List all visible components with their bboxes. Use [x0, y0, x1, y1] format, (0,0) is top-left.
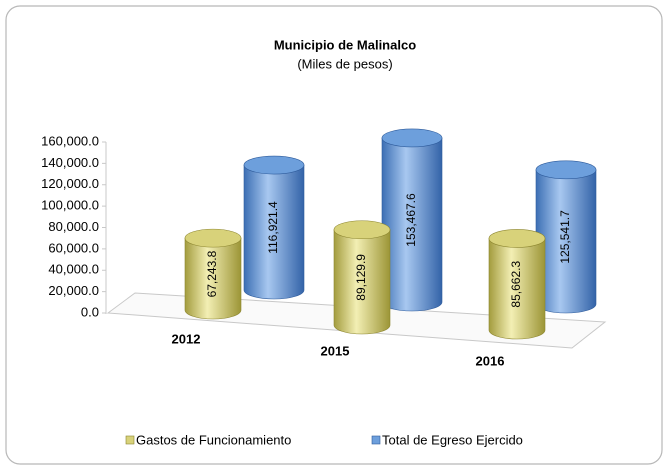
y-tick-label: 120,000.0 — [41, 176, 99, 191]
cylinder-top — [243, 155, 305, 175]
cylinder — [381, 128, 443, 312]
legend-swatch — [125, 435, 135, 445]
cylinder-top — [184, 228, 242, 248]
cylinder-body — [488, 238, 546, 340]
value-label: 153,467.6 — [404, 193, 418, 247]
legend-label: Gastos de Funcionamiento — [136, 432, 291, 447]
y-tick-label: 40,000.0 — [48, 262, 99, 277]
cylinder — [535, 160, 597, 314]
legend-label: Total de Egreso Ejercido — [382, 432, 523, 447]
y-tick-label: 140,000.0 — [41, 155, 99, 170]
y-tick-label: 160,000.0 — [41, 133, 99, 148]
y-tick-label: 100,000.0 — [41, 198, 99, 213]
cylinder-top — [333, 220, 391, 240]
cylinder — [488, 229, 546, 340]
cylinder — [184, 228, 242, 320]
value-label: 85,662.3 — [509, 261, 523, 308]
value-label: 116,921.4 — [266, 201, 280, 254]
cylinder-top — [488, 229, 546, 248]
x-tick-label: 2016 — [476, 353, 505, 368]
cylinder-body — [333, 229, 391, 335]
value-label: 67,243.8 — [205, 250, 219, 297]
chart-title: Municipio de Malinalco — [274, 37, 416, 52]
y-tick-label: 0.0 — [81, 304, 99, 319]
cylinder-top — [535, 160, 597, 180]
cylinder-body — [184, 237, 242, 320]
y-tick-label: 20,000.0 — [48, 283, 99, 298]
legend-swatch — [371, 435, 381, 445]
x-tick-label: 2012 — [172, 331, 201, 346]
cylinder-top — [381, 128, 443, 148]
y-tick-label: 80,000.0 — [48, 219, 99, 234]
chart-subtitle: (Miles de pesos) — [297, 56, 392, 71]
cylinder — [333, 220, 391, 335]
y-tick-label: 60,000.0 — [48, 240, 99, 255]
cylinder — [243, 155, 305, 300]
value-label: 89,129.9 — [354, 254, 368, 301]
value-label: 125,541.7 — [558, 210, 572, 264]
x-tick-label: 2015 — [321, 343, 350, 358]
cylinder-body — [243, 164, 305, 300]
